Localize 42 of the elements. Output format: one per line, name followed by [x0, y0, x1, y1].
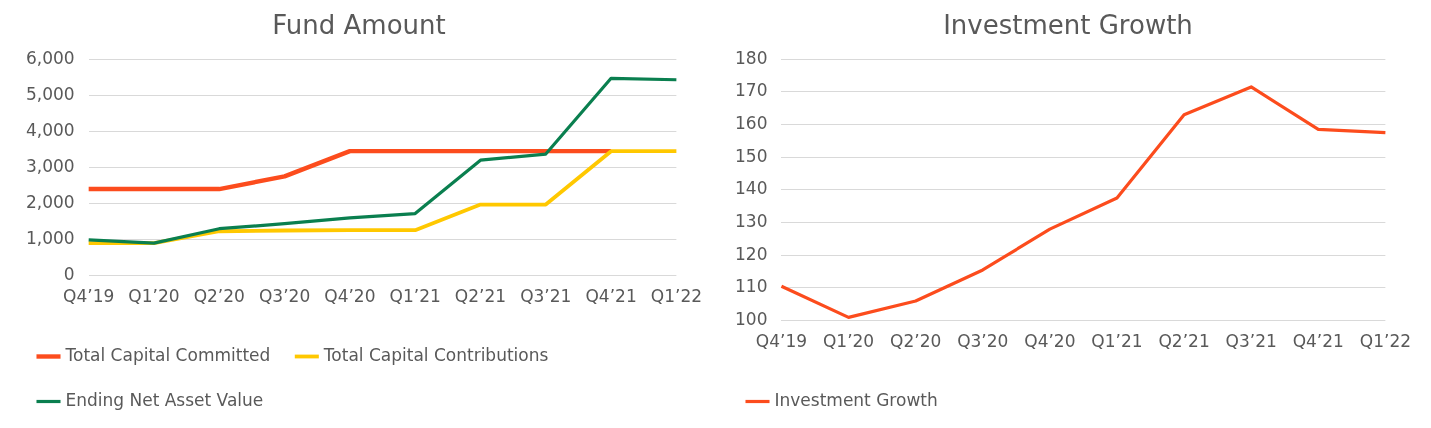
y-tick-label: 110	[734, 276, 768, 297]
legend-label: Investment Growth	[774, 389, 938, 410]
x-tick-label: Q1’20	[822, 331, 875, 352]
x-tick-label: Q1’21	[389, 286, 441, 307]
y-tick-label: 4,000	[26, 119, 75, 140]
y-tick-label: 3,000	[26, 155, 75, 176]
legend-label: Total Capital Contributions	[322, 344, 549, 365]
y-tick-label: 170	[734, 80, 768, 101]
x-tick-label: Q4’20	[1024, 331, 1076, 352]
x-tick-label: Q3’21	[520, 286, 572, 307]
x-tick-label: Q1’22	[650, 286, 702, 307]
y-tick-label: 160	[734, 112, 768, 133]
x-tick-label: Q1’21	[1091, 331, 1143, 352]
x-tick-label: Q4’21	[1292, 331, 1344, 352]
x-tick-label: Q1’22	[1359, 331, 1411, 352]
legend-label: Ending Net Asset Value	[65, 389, 264, 410]
x-tick-label: Q4’20	[324, 286, 376, 307]
y-tick-label: 150	[734, 145, 768, 166]
x-tick-label: Q2’20	[890, 331, 942, 352]
y-tick-label: 100	[734, 309, 768, 330]
y-tick-label: 5,000	[26, 83, 75, 104]
x-tick-label: Q2’20	[193, 286, 245, 307]
y-tick-label: 120	[734, 243, 768, 264]
y-tick-label: 6,000	[26, 47, 75, 68]
y-tick-label: 180	[734, 47, 768, 68]
y-tick-label: 1,000	[26, 227, 75, 248]
x-tick-label: Q3’20	[957, 331, 1009, 352]
x-tick-label: Q2’21	[1158, 331, 1210, 352]
x-tick-label: Q4’19	[63, 286, 115, 307]
legend-label: Total Capital Committed	[64, 344, 271, 365]
chart-title: Investment Growth	[943, 10, 1193, 41]
y-tick-label: 0	[63, 264, 75, 285]
y-tick-label: 2,000	[26, 191, 75, 212]
chart-title: Fund Amount	[272, 10, 446, 41]
x-tick-label: Q4’19	[755, 331, 808, 352]
x-tick-label: Q3’20	[258, 286, 311, 307]
y-tick-label: 140	[734, 178, 768, 199]
x-tick-label: Q3’21	[1225, 331, 1277, 352]
x-tick-label: Q2’21	[454, 286, 507, 307]
x-tick-label: Q4’21	[585, 286, 637, 307]
x-tick-label: Q1’20	[128, 286, 180, 307]
y-tick-label: 130	[734, 211, 768, 231]
